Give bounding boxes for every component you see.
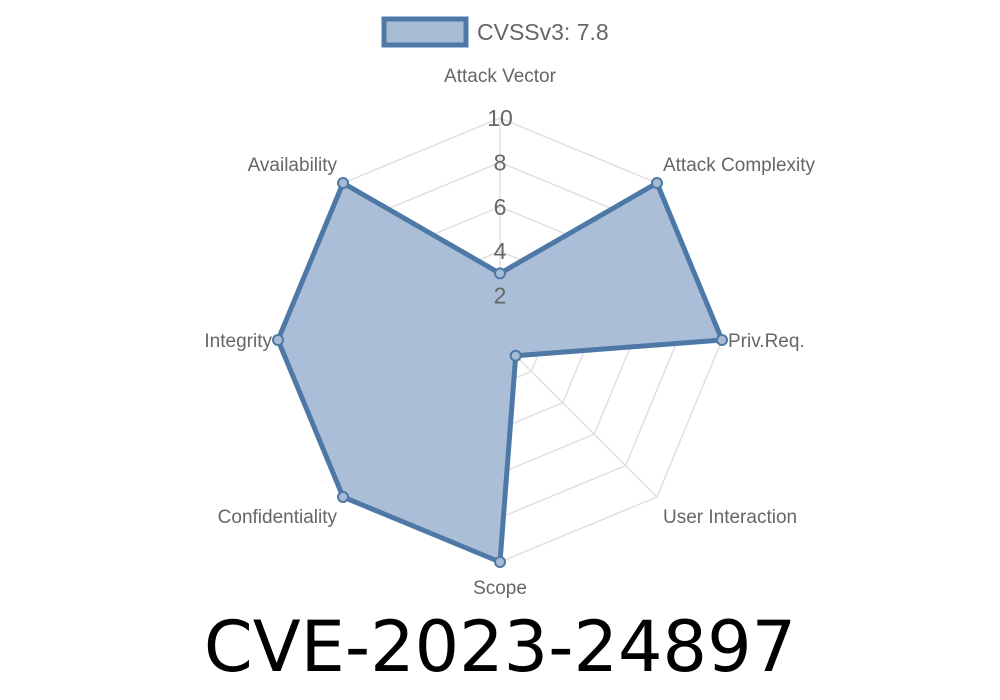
axis-label: Integrity: [204, 331, 272, 352]
axis-label: User Interaction: [663, 507, 797, 528]
tick-label: 10: [487, 105, 513, 131]
data-point: [494, 556, 506, 568]
chart-title: CVE-2023-24897: [203, 606, 797, 688]
legend-label: CVSSv3: 7.8: [477, 19, 609, 45]
data-point: [509, 349, 522, 362]
tick-label: 4: [494, 238, 507, 264]
axis-label: Scope: [473, 578, 527, 599]
axis-label: Priv.Req.: [728, 331, 805, 352]
data-point: [494, 267, 506, 280]
data-point: [650, 177, 663, 190]
data-point: [337, 177, 350, 190]
grid-spoke: [499, 339, 658, 498]
tick-label: 8: [494, 149, 507, 175]
axis-label: Availability: [248, 155, 338, 176]
legend-swatch: [381, 16, 469, 48]
data-point: [337, 490, 350, 503]
data-point: [272, 334, 284, 346]
tick-label: 6: [494, 194, 507, 220]
axis-label: Attack Complexity: [663, 155, 816, 176]
data-point: [716, 334, 728, 346]
tick-label: 2: [494, 283, 507, 309]
axis-label: Confidentiality: [218, 507, 338, 528]
axis-label: Attack Vector: [444, 66, 557, 87]
